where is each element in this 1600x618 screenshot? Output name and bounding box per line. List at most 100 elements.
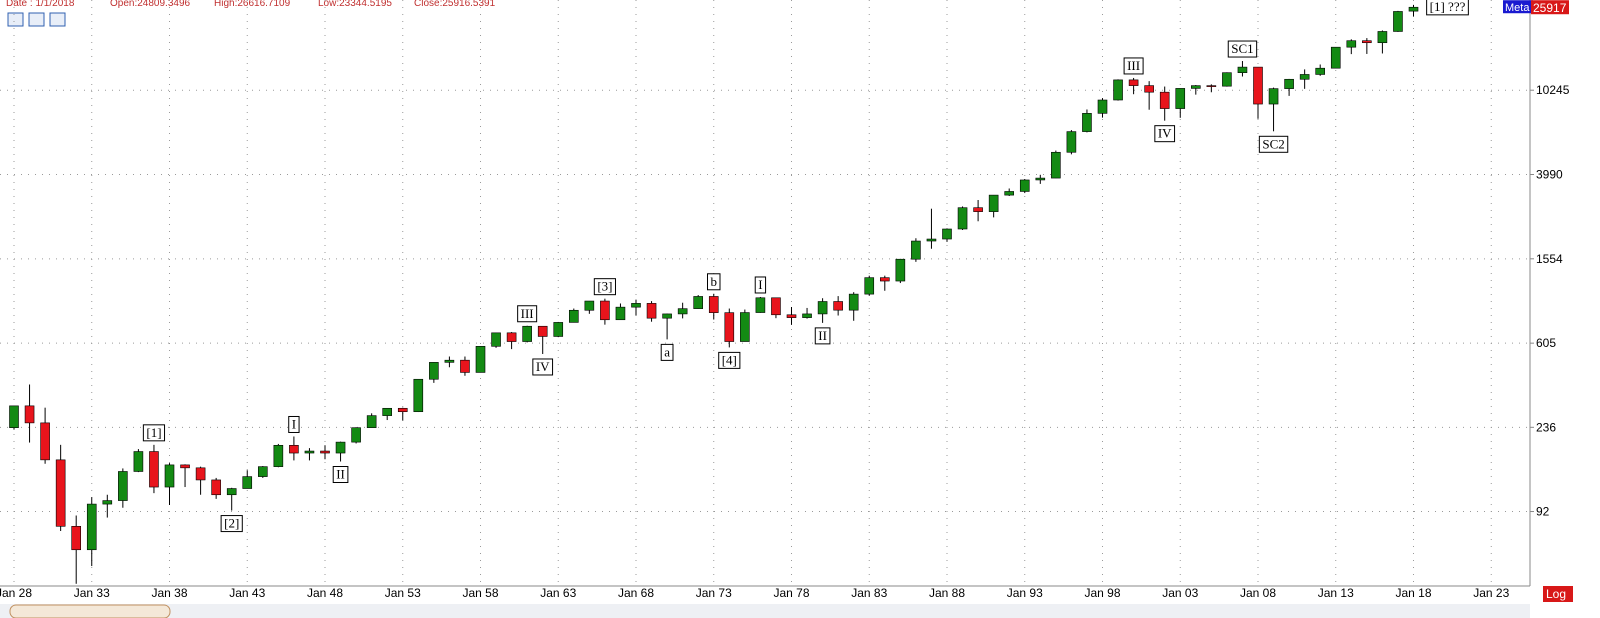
candle-body [1191, 85, 1201, 89]
annotation-box [707, 273, 721, 291]
candle-body [724, 312, 735, 342]
annotation: IV [1154, 125, 1176, 143]
annotation: b [707, 273, 721, 291]
annotation-text: [1] ??? [1430, 0, 1466, 14]
annotation: [3] [593, 278, 616, 296]
icon[interactable] [28, 12, 45, 27]
x-tick-label: Jan 68 [618, 586, 654, 600]
candle-body [1206, 85, 1217, 87]
toolbar-icons [7, 12, 66, 27]
x-tick-label: Jan 98 [1084, 586, 1120, 600]
candle-body [740, 312, 750, 342]
y-tick-label: 236 [1536, 420, 1556, 434]
header-text: Open:24809.3496 [110, 0, 191, 9]
candle-body [957, 207, 968, 230]
annotation: III [1123, 57, 1144, 75]
last-price-label: 25917 [1533, 1, 1567, 15]
x-tick-label: Jan 73 [696, 586, 732, 600]
candle-body [273, 444, 284, 467]
candle-body [631, 303, 641, 308]
candle-body [1159, 91, 1170, 109]
candle-body [9, 405, 19, 428]
candle-body [1222, 72, 1232, 87]
annotation-text: [2] [224, 516, 239, 531]
candle-body [102, 500, 113, 505]
y-tick-label: 605 [1536, 336, 1556, 350]
candle-body [320, 450, 330, 454]
candle-body [1330, 46, 1341, 69]
annotation-text: SC1 [1231, 41, 1253, 56]
candle-body [195, 467, 206, 481]
candle-body [1284, 78, 1294, 89]
annotation-box [517, 305, 538, 323]
annotation-text: III [1127, 58, 1140, 73]
candle-body [786, 314, 797, 318]
annotation: II [814, 327, 831, 345]
annotation: SC1 [1227, 40, 1258, 58]
tag-box [1503, 0, 1533, 14]
candle-body [1082, 113, 1092, 132]
candle-body [86, 503, 97, 551]
candle-body [693, 296, 704, 309]
icon[interactable] [7, 12, 24, 27]
candle-body [24, 405, 35, 424]
candle-body [864, 277, 875, 295]
scale-box [1543, 586, 1573, 602]
candle-body [304, 450, 315, 454]
annotation-box [220, 515, 243, 533]
annotation-box [1123, 57, 1144, 75]
candle-body [413, 378, 424, 413]
scroll-bar[interactable] [0, 604, 1530, 618]
annotation-box [1227, 40, 1258, 58]
candle-body [553, 322, 564, 337]
annotation-text: IV [536, 359, 550, 374]
y-tick-label: 92 [1536, 505, 1550, 519]
candle-body [429, 362, 439, 380]
x-tick-label: Jan 93 [1007, 586, 1043, 600]
candle-body [1268, 88, 1279, 105]
candle-body [242, 476, 253, 489]
annotation: III [517, 305, 538, 323]
candle-body [211, 479, 221, 496]
icon[interactable] [49, 12, 66, 27]
candle-body [584, 300, 595, 311]
scale-label: Log [1546, 587, 1566, 601]
candle-body [942, 228, 952, 240]
candle-body [118, 471, 128, 501]
candle-body [568, 309, 579, 323]
candle-body [40, 422, 50, 461]
annotation-box [660, 343, 674, 361]
candle-body [351, 427, 361, 443]
candle-body [1315, 67, 1325, 75]
candle-body [444, 359, 455, 363]
button[interactable] [9, 604, 171, 618]
header-text: High:26616.7109 [214, 0, 291, 9]
candle-body [397, 407, 408, 413]
annotation-text: [4] [722, 352, 737, 367]
candle-body [149, 451, 159, 488]
candle-body [771, 297, 781, 316]
x-tick-label: Jan 83 [851, 586, 887, 600]
candle-body [133, 451, 144, 472]
x-tick-label: Jan 08 [1240, 586, 1276, 600]
candle-body [289, 444, 299, 454]
candle-body [1004, 191, 1015, 196]
candle-body [600, 300, 610, 321]
annotation-text: I [758, 277, 762, 292]
candle-body [1051, 151, 1061, 179]
candle-body [708, 296, 719, 313]
x-tick-label: Jan 18 [1395, 586, 1431, 600]
annotation-box [814, 327, 831, 345]
annotation: IV [532, 358, 554, 376]
candle-body [257, 466, 268, 477]
candle-body [55, 459, 66, 527]
candle-body [833, 301, 843, 311]
candle-body [926, 238, 937, 242]
annotation: I [754, 276, 767, 294]
annotation: [4] [718, 351, 741, 369]
y-tick-label: 3990 [1536, 168, 1563, 182]
x-tick-label: Jan 33 [74, 586, 110, 600]
